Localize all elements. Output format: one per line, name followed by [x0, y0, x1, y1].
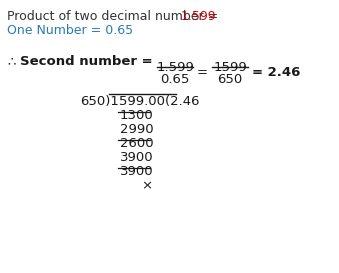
- Text: 0.65: 0.65: [160, 73, 190, 86]
- Text: 1.599: 1.599: [181, 10, 217, 23]
- Text: = 2.46: = 2.46: [252, 66, 300, 79]
- Text: 2600: 2600: [120, 137, 154, 150]
- Text: 1300: 1300: [120, 109, 154, 122]
- Text: 650: 650: [217, 73, 243, 86]
- Text: 650)1599.00(2.46: 650)1599.00(2.46: [80, 95, 199, 108]
- Text: 2990: 2990: [120, 123, 154, 136]
- Text: Product of two decimal number =: Product of two decimal number =: [7, 10, 222, 23]
- Text: ×: ×: [141, 179, 152, 192]
- Text: 3900: 3900: [120, 151, 154, 164]
- Text: 3900: 3900: [120, 165, 154, 178]
- Text: 1.599: 1.599: [156, 61, 194, 74]
- Text: ∴: ∴: [7, 55, 15, 68]
- Text: One Number = 0.65: One Number = 0.65: [7, 24, 133, 37]
- Text: 1599: 1599: [213, 61, 247, 74]
- Text: =: =: [197, 66, 208, 79]
- Text: Second number =: Second number =: [20, 55, 153, 68]
